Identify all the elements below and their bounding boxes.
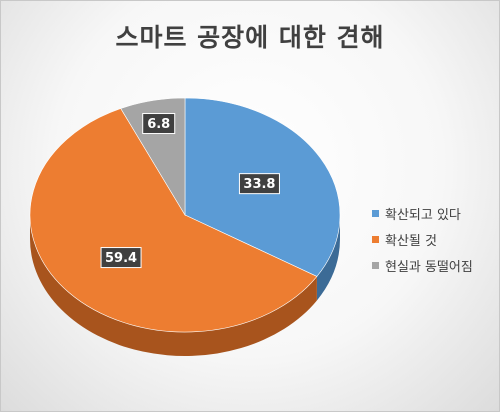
legend-swatch-1 bbox=[372, 235, 379, 243]
legend-label-1: 확산될 것 bbox=[385, 233, 437, 249]
data-label-text-2: 6.8 bbox=[147, 117, 170, 132]
data-label-1: 59.4 bbox=[100, 247, 142, 269]
pie-slice-1 bbox=[29, 108, 318, 333]
legend-item-1: 확산될 것 bbox=[372, 228, 473, 250]
data-label-text-0: 33.8 bbox=[243, 177, 275, 192]
legend-item-0: 확산되고 있다 bbox=[372, 202, 473, 224]
legend-label-2: 현실과 동떨어짐 bbox=[385, 259, 473, 275]
legend-swatch-2 bbox=[372, 261, 379, 269]
data-label-2: 6.8 bbox=[142, 113, 176, 135]
pie-side-0 bbox=[316, 215, 340, 301]
legend-label-0: 확산되고 있다 bbox=[385, 207, 461, 223]
legend: 확산되고 있다 확산될 것 현실과 동떨어짐 bbox=[372, 202, 473, 280]
pie-side-1 bbox=[30, 215, 317, 356]
data-label-0: 33.8 bbox=[238, 173, 280, 195]
legend-item-2: 현실과 동떨어짐 bbox=[372, 254, 473, 276]
chart-title: 스마트 공장에 대한 견해 bbox=[115, 23, 385, 52]
legend-swatch-0 bbox=[372, 209, 379, 217]
data-label-text-1: 59.4 bbox=[105, 251, 137, 266]
